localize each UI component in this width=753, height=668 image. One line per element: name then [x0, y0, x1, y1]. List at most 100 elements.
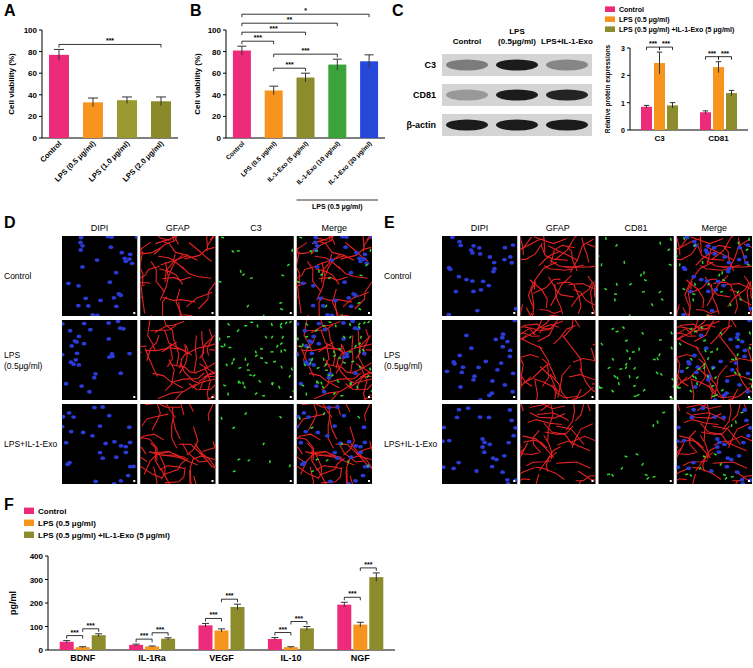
fiber	[707, 260, 741, 268]
nucleus	[351, 292, 356, 296]
nucleus	[502, 454, 507, 458]
punctum	[659, 242, 661, 245]
punctum	[311, 358, 313, 361]
bar	[233, 51, 251, 138]
punctum	[297, 281, 300, 283]
nucleus	[128, 441, 133, 445]
punctum	[625, 363, 627, 365]
fiber	[351, 444, 372, 473]
bar	[76, 647, 90, 650]
fiber	[531, 404, 545, 405]
nucleus	[313, 236, 318, 239]
punctum	[704, 363, 706, 365]
green-puncta	[678, 327, 752, 400]
fiber	[182, 266, 211, 278]
punctum	[723, 474, 726, 475]
punctum	[247, 369, 250, 371]
error-bar	[271, 638, 278, 641]
punctum	[685, 473, 688, 475]
error-cap	[88, 98, 98, 99]
y-tick-label: 1	[621, 100, 625, 107]
y-tick	[627, 48, 630, 49]
punctum	[327, 374, 330, 376]
scale-bar	[748, 396, 750, 398]
fiber	[682, 313, 691, 316]
punctum	[372, 356, 373, 358]
micrograph	[297, 404, 372, 484]
gfap-fibers	[297, 404, 372, 484]
error-cap	[269, 86, 278, 87]
fiber	[297, 434, 321, 444]
fiber	[591, 281, 596, 316]
nucleus	[509, 261, 514, 265]
nuclei	[444, 320, 517, 400]
fiber	[697, 404, 712, 411]
fiber	[363, 236, 372, 251]
nucleus	[735, 470, 740, 474]
nucleus	[464, 334, 469, 338]
error-line	[93, 98, 94, 107]
nucleus	[705, 279, 710, 283]
punctum	[316, 381, 318, 384]
punctum	[232, 427, 235, 428]
punctum	[271, 323, 272, 326]
nucleus	[442, 465, 446, 469]
nucleus	[325, 313, 330, 316]
punctum	[644, 280, 647, 281]
nucleus	[98, 451, 103, 455]
nuclei	[442, 406, 517, 484]
punctum	[277, 345, 279, 348]
nucleus	[511, 372, 516, 376]
punctum	[253, 375, 256, 377]
punctum	[735, 357, 737, 360]
nucleus	[677, 465, 681, 469]
nuclei	[301, 236, 372, 316]
punctum	[607, 473, 610, 475]
scale-bar	[133, 312, 135, 314]
legend-label: LPS (0.5 μg/ml) +IL-1-Exo (5 μg/ml)	[38, 531, 170, 540]
nucleus	[112, 296, 117, 300]
fiber	[325, 255, 340, 276]
punctum	[749, 347, 750, 350]
x-tick-label: IL-10	[280, 653, 301, 663]
nucleus	[699, 278, 704, 282]
punctum	[357, 386, 358, 389]
fiber	[751, 420, 752, 432]
error-cap	[79, 646, 86, 647]
fiber	[522, 320, 543, 339]
fiber	[730, 290, 752, 306]
punctum	[244, 325, 247, 327]
punctum	[281, 366, 282, 369]
fiber	[707, 245, 731, 264]
nucleus	[737, 454, 742, 458]
significance-bracket	[360, 568, 376, 571]
nucleus	[76, 363, 81, 367]
fiber	[520, 449, 524, 461]
legend-label: Control	[619, 6, 644, 13]
row-label: LPS+IL-1-Exo	[384, 439, 437, 449]
punctum	[326, 459, 328, 461]
y-tick	[45, 626, 48, 627]
nuclei	[677, 406, 752, 484]
channel-signal	[219, 321, 293, 398]
nucleus	[691, 408, 696, 412]
error-line	[237, 604, 238, 610]
column-header: GFAP	[166, 223, 190, 233]
y-tick	[45, 603, 48, 604]
micrograph	[140, 404, 215, 484]
punctum	[249, 374, 252, 376]
nucleus	[691, 275, 696, 279]
fiber	[679, 320, 700, 339]
micrograph	[520, 320, 595, 400]
punctum	[289, 321, 291, 323]
nucleus	[493, 338, 498, 342]
y-tick-label: 2	[621, 72, 625, 79]
x-tick-label: BDNF	[70, 653, 95, 663]
blot-band	[446, 120, 488, 131]
significance-bracket	[242, 14, 369, 17]
punctum	[659, 353, 660, 356]
micrograph	[297, 320, 372, 400]
significance-bracket	[67, 636, 83, 639]
nucleus	[92, 406, 97, 410]
fiber	[369, 483, 372, 484]
